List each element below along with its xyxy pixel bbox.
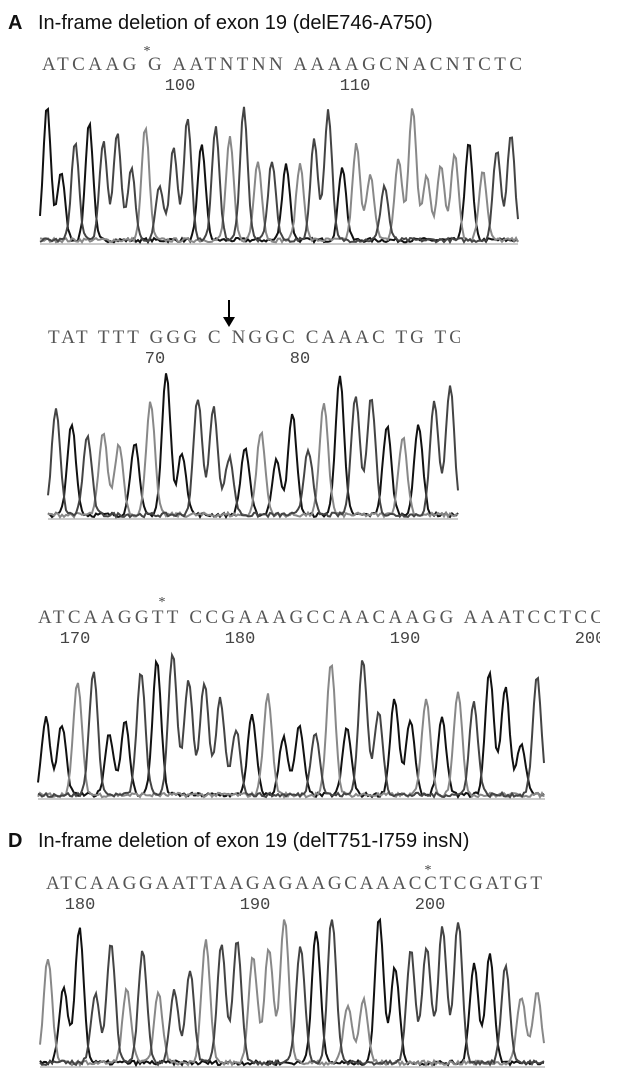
trace <box>37 663 545 800</box>
position-label: 110 <box>340 77 371 96</box>
trace <box>37 651 545 799</box>
mutation-marker: * <box>425 863 432 878</box>
panel: D In-frame deletion of exon 19 (delT751-I… <box>8 830 545 1068</box>
trace <box>39 919 545 1068</box>
sequence: TAT TTT GGG C NGGC CAAAC TG TG <box>48 327 463 348</box>
mutation-marker: * <box>159 595 166 610</box>
position-label: 70 <box>145 350 165 369</box>
sequence: ATCAAGGAATTAAGAGAAGCAAACCTCGATGT <box>46 873 542 894</box>
arrow-head <box>223 317 235 327</box>
trace <box>39 919 545 1067</box>
panel-title: In-frame deletion of exon 19 (delE746-A7… <box>38 12 433 34</box>
panel-letter: D <box>8 830 22 852</box>
panel-title: In-frame deletion of exon 19 (delE746-S7… <box>38 562 477 584</box>
position-label: 180 <box>225 630 256 649</box>
panel: B Point mutation of exon 21 (L858R) TAT TT… <box>8 272 463 520</box>
trace <box>47 401 459 519</box>
position-label: 190 <box>240 896 271 915</box>
position-label: 100 <box>165 77 196 96</box>
trace <box>39 106 519 245</box>
mutation-marker: * <box>144 44 151 59</box>
panel-title: In-frame deletion of exon 19 (delT751-I7… <box>38 830 469 852</box>
position-label: 190 <box>390 630 421 649</box>
position-label: 80 <box>290 350 310 369</box>
position-label: 180 <box>65 896 96 915</box>
panel: A In-frame deletion of exon 19 (delE746-A… <box>8 12 522 245</box>
panel-letter: B <box>8 272 22 294</box>
position-label: 200 <box>575 630 606 649</box>
panel: C In-frame deletion of exon 19 (delE746-S… <box>8 562 606 800</box>
trace <box>47 385 459 520</box>
panel-letter: C <box>8 562 22 584</box>
sequence: ATCAAG G AATNTNN AAAAGCNACNTCTC <box>42 54 522 75</box>
position-label: 200 <box>415 896 446 915</box>
trace <box>37 658 545 799</box>
position-label: 170 <box>60 630 91 649</box>
panel-title: Point mutation of exon 21 (L858R) <box>38 272 343 294</box>
trace <box>39 108 519 244</box>
sequence: ATCAAGGTT CCGAAAGCCAACAAGG AAATCCTCC <box>38 607 603 628</box>
panel-letter: A <box>8 12 22 34</box>
